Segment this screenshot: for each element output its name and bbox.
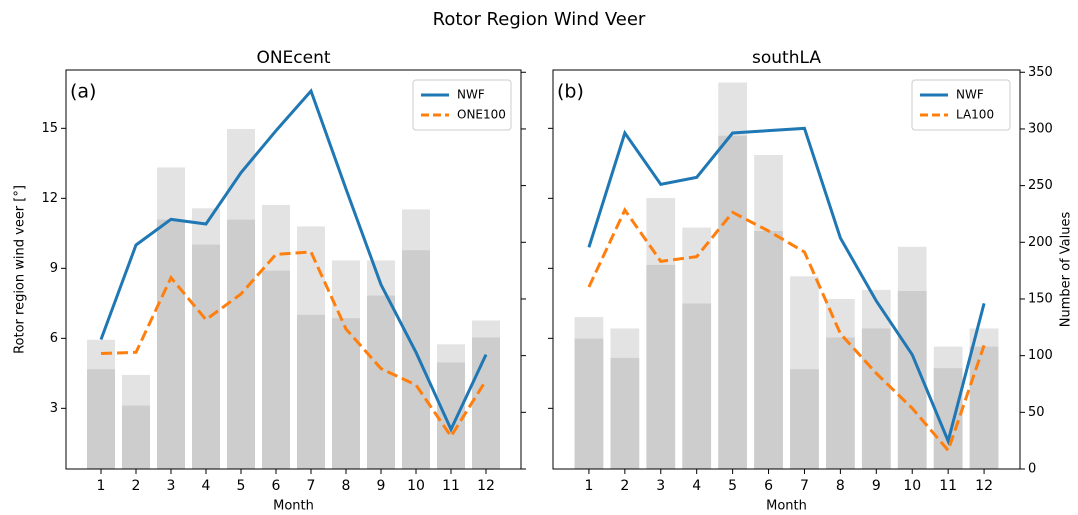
x-axis-label: Month [273,499,314,514]
legend-box [911,79,1011,131]
bar [437,362,465,469]
y2-tick-label: 0 [1028,462,1036,477]
panel-label: (a) [70,81,96,103]
y-axis-label: Rotor region wind veer [°] [13,185,28,354]
legend-label: LA100 [956,108,994,122]
x-tick-label: 8 [342,478,351,494]
x-tick-label: 4 [202,478,211,494]
bar [122,405,150,469]
bar [367,295,395,469]
y-tick-label: 12 [41,191,58,206]
x-tick-label: 2 [620,478,629,494]
x-tick-label: 11 [442,478,460,494]
y2-tick-label: 100 [1028,348,1053,363]
bar [472,337,500,469]
panel-title: southLA [752,48,821,68]
x-tick-label: 12 [975,478,993,494]
x-tick-label: 3 [656,478,665,494]
x-tick-label: 11 [939,478,957,494]
bar [262,270,290,469]
legend-box [412,79,512,131]
y2-tick-label: 150 [1028,291,1053,306]
bar [87,369,115,469]
y2-tick-label: 50 [1028,405,1045,420]
y-tick-label: 15 [41,121,58,136]
x-tick-label: 1 [584,478,593,494]
bar [646,264,676,469]
bar [790,369,819,469]
bar [157,219,185,469]
legend-label: ONE100 [457,108,506,122]
x-tick-label: 10 [407,478,425,494]
bar [227,219,255,469]
x-tick-label: 9 [377,478,386,494]
line [99,88,488,433]
line [587,126,986,446]
bar [969,346,999,469]
y-tick-label: 3 [50,401,58,416]
plot-frame [552,69,1021,470]
x-axis-label: Month [766,499,807,514]
x-tick-label: 5 [237,478,246,494]
bar [574,338,604,469]
y2-tick-label: 350 [1028,65,1053,80]
x-tick-label: 7 [800,478,809,494]
y-tick-label: 9 [50,261,58,276]
legend-label: NWF [457,88,485,102]
x-tick-label: 9 [872,478,881,494]
legend-label: NWF [956,88,984,102]
y2-tick-label: 250 [1028,178,1053,193]
panel-label: (b) [557,81,584,103]
x-tick-label: 2 [132,478,141,494]
x-tick-label: 1 [97,478,106,494]
x-tick-label: 4 [692,478,701,494]
bar [682,303,712,469]
x-tick-label: 8 [836,478,845,494]
bar [826,337,855,469]
figure-title: Rotor Region Wind Veer [433,9,646,30]
bar [332,318,360,469]
plot-frame [65,69,522,470]
bar [610,357,640,469]
bar [192,244,220,469]
y-tick-label: 6 [50,331,58,346]
x-tick-label: 6 [272,478,281,494]
y2-axis-label: Number of Values [1059,212,1074,328]
x-tick-label: 7 [307,478,316,494]
line [100,250,488,440]
bar [402,250,430,469]
x-tick-label: 6 [764,478,773,494]
x-tick-label: 5 [728,478,737,494]
bar [754,230,783,469]
bar [297,314,325,469]
x-tick-label: 3 [167,478,176,494]
bar [861,328,891,469]
x-tick-label: 12 [477,478,495,494]
y2-tick-label: 200 [1028,235,1053,250]
panel-title: ONEcent [256,48,330,68]
y2-tick-label: 300 [1028,121,1053,136]
x-tick-label: 10 [903,478,921,494]
bar [718,135,747,469]
line [587,207,986,454]
